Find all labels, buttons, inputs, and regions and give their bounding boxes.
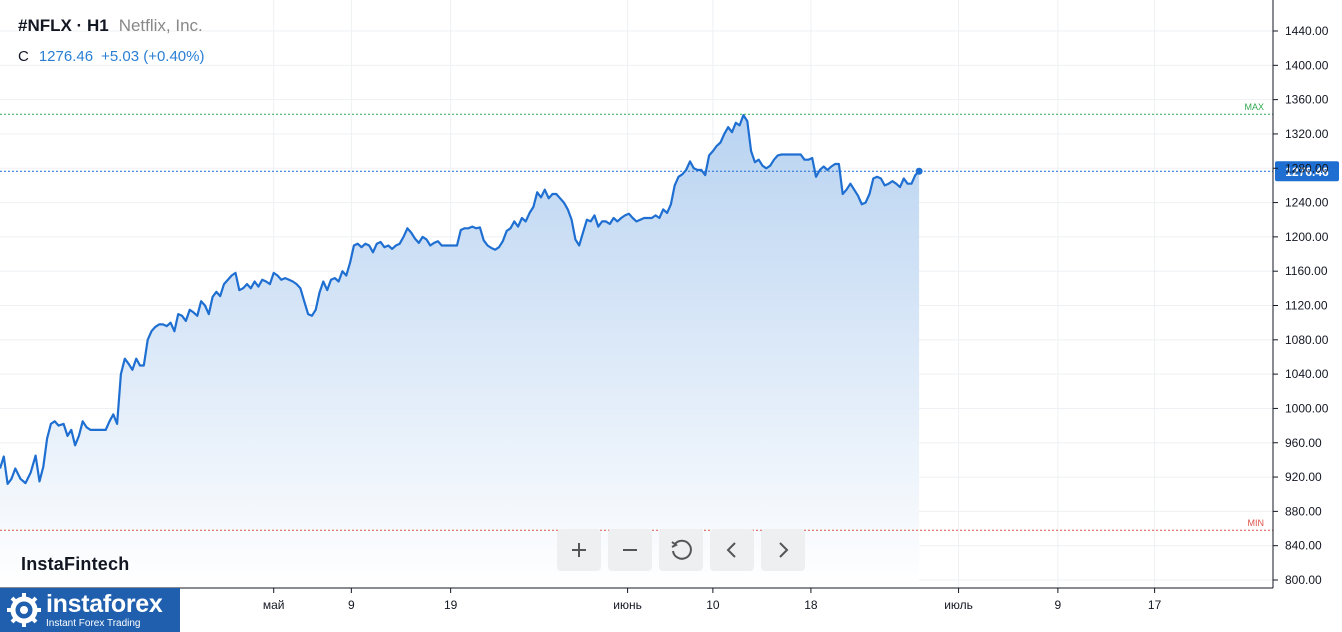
y-tick-label: 1320.00 xyxy=(1285,127,1329,141)
chevron-right-icon xyxy=(779,542,789,558)
area-fill xyxy=(0,115,920,588)
close-value: 1276.46 xyxy=(38,48,94,65)
zoom-out-button[interactable] xyxy=(608,529,652,571)
symbol-label: #NFLX · H1 xyxy=(18,16,109,35)
instaforex-gear-icon xyxy=(7,593,41,627)
y-tick-label: 1080.00 xyxy=(1285,333,1329,347)
x-axis: май 9 19 июнь 10 18 июль 9 17 xyxy=(0,587,1273,612)
x-tick-label: июль xyxy=(944,598,973,612)
max-label: MAX xyxy=(1244,102,1264,112)
last-price-label: 1276.46 xyxy=(1285,165,1329,179)
y-tick-label: 1040.00 xyxy=(1285,367,1329,381)
plus-icon xyxy=(572,543,586,557)
y-tick-label: 1000.00 xyxy=(1285,401,1329,415)
y-tick-label: 920.00 xyxy=(1285,470,1322,484)
x-tick-label: 10 xyxy=(706,598,720,612)
company-name: Netflix, Inc. xyxy=(118,16,203,35)
min-label: MIN xyxy=(1248,518,1265,528)
y-tick-label: 1400.00 xyxy=(1285,58,1329,72)
y-tick-label: 1440.00 xyxy=(1285,24,1329,38)
watermark-text: InstaFintech xyxy=(21,554,130,574)
y-tick-label: 1120.00 xyxy=(1285,299,1328,313)
last-price-dot xyxy=(915,167,923,175)
y-tick-label: 1360.00 xyxy=(1285,93,1329,107)
x-tick-label: 9 xyxy=(348,598,355,612)
y-tick-label: 1280.00 xyxy=(1285,161,1329,175)
chart-header: #NFLX · H1 Netflix, Inc. xyxy=(18,16,203,36)
chevron-left-icon xyxy=(726,542,736,558)
x-tick-label: май xyxy=(263,598,285,612)
instaforex-logo[interactable]: instaforex Instant Forex Trading xyxy=(0,588,180,632)
change-value: +5.03 (+0.40%) xyxy=(101,48,205,65)
x-tick-label: 18 xyxy=(804,598,818,612)
y-tick-label: 1200.00 xyxy=(1285,230,1329,244)
scroll-right-button[interactable] xyxy=(761,529,805,571)
chart-toolbar xyxy=(557,529,805,571)
y-tick-label: 960.00 xyxy=(1285,436,1322,450)
reference-lines: MAX MIN 1276.46 xyxy=(0,102,1339,531)
x-tick-label: 17 xyxy=(1148,598,1162,612)
y-tick-label: 840.00 xyxy=(1285,539,1322,553)
x-tick-label: 19 xyxy=(444,598,458,612)
x-tick-label: июнь xyxy=(613,598,642,612)
price-line-series xyxy=(0,114,923,485)
scroll-left-button[interactable] xyxy=(710,529,754,571)
x-tick-label: 9 xyxy=(1055,598,1062,612)
minus-icon xyxy=(623,549,637,551)
logo-name: instaforex xyxy=(46,589,163,618)
y-tick-label: 1240.00 xyxy=(1285,196,1329,210)
price-line xyxy=(0,114,920,485)
reset-icon xyxy=(671,539,692,560)
y-axis: 1440.00 1400.00 1360.00 1320.00 1280.00 1240.… xyxy=(1272,0,1329,588)
y-tick-label: 800.00 xyxy=(1285,573,1322,587)
close-label: C xyxy=(18,48,29,65)
y-tick-label: 880.00 xyxy=(1285,504,1322,518)
y-tick-label: 1160.00 xyxy=(1285,264,1328,278)
zoom-in-button[interactable] xyxy=(557,529,601,571)
quote-line: C 1276.46 +5.03 (+0.40%) xyxy=(18,48,204,65)
reset-button[interactable] xyxy=(659,529,703,571)
logo-tagline: Instant Forex Trading xyxy=(46,617,141,629)
price-area xyxy=(0,115,920,588)
last-price-badge xyxy=(1275,161,1339,182)
